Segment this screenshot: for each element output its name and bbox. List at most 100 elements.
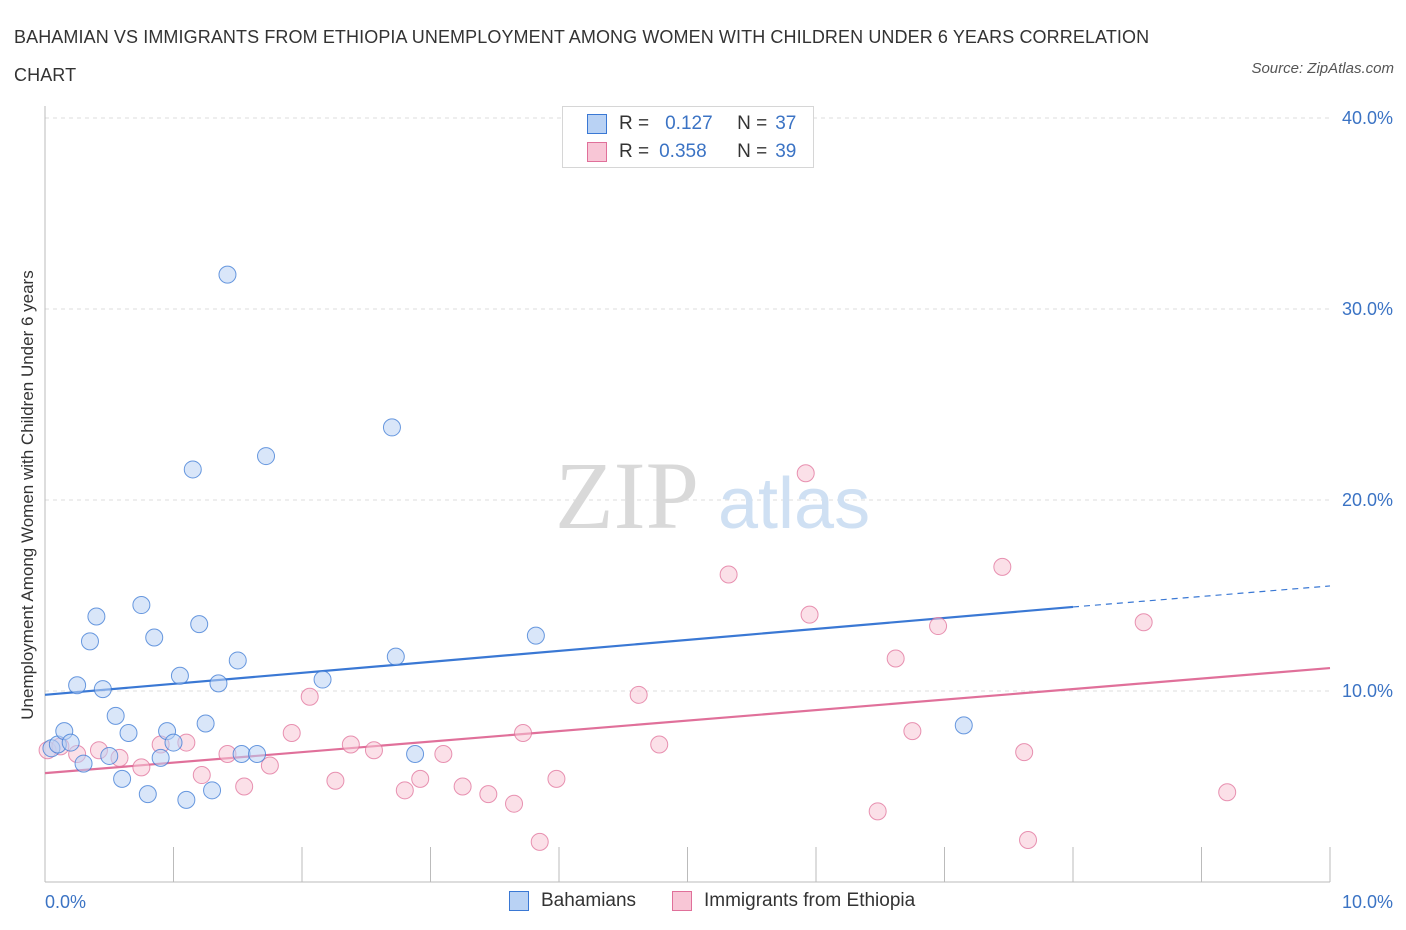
point-bahamians bbox=[164, 733, 183, 752]
point-ethiopia bbox=[903, 722, 922, 741]
point-bahamians bbox=[93, 680, 112, 699]
trend-layer bbox=[44, 585, 1331, 775]
point-ethiopia bbox=[192, 766, 211, 785]
series-legend: Bahamians Immigrants from Ethiopia bbox=[0, 890, 1406, 914]
point-ethiopia bbox=[1218, 783, 1237, 802]
watermark: ZIP atlas bbox=[555, 442, 870, 549]
point-ethiopia bbox=[650, 735, 669, 754]
point-ethiopia bbox=[479, 785, 498, 804]
source-label: Source: ZipAtlas.com bbox=[1251, 60, 1394, 77]
x-tick-label: 10.0% bbox=[1342, 892, 1393, 912]
y-tick-label: 10.0% bbox=[1342, 681, 1393, 701]
point-bahamians bbox=[151, 748, 170, 767]
point-ethiopia bbox=[411, 769, 430, 788]
legend-item-bahamians: Bahamians bbox=[509, 890, 636, 912]
point-bahamians bbox=[87, 607, 106, 626]
point-ethiopia bbox=[364, 741, 383, 760]
point-ethiopia bbox=[341, 735, 360, 754]
tick-label-layer: 10.0% 20.0% 30.0% 40.0% 0.0% 10.0% bbox=[45, 108, 1393, 912]
point-ethiopia bbox=[719, 565, 738, 584]
point-ethiopia bbox=[1019, 830, 1038, 849]
point-bahamians bbox=[954, 716, 973, 735]
legend-row-ethiopia: R = 0.358 N = 39 bbox=[587, 140, 796, 164]
point-bahamians bbox=[313, 670, 332, 689]
point-bahamians bbox=[61, 733, 80, 752]
legend-n-value: 37 bbox=[775, 113, 797, 134]
point-ethiopia bbox=[434, 745, 453, 764]
watermark-zip: ZIP bbox=[555, 442, 699, 549]
point-bahamians bbox=[145, 628, 164, 647]
legend-n-label: N = bbox=[737, 141, 768, 162]
legend-r-label: R = bbox=[619, 141, 650, 162]
point-bahamians bbox=[203, 781, 222, 800]
point-ethiopia bbox=[929, 617, 948, 636]
point-bahamians bbox=[80, 632, 99, 651]
point-ethiopia bbox=[132, 758, 151, 777]
legend-swatch-pink bbox=[587, 142, 607, 162]
point-ethiopia bbox=[629, 685, 648, 704]
point-ethiopia bbox=[326, 771, 345, 790]
point-ethiopia bbox=[868, 802, 887, 821]
point-ethiopia bbox=[260, 756, 279, 775]
point-ethiopia bbox=[800, 605, 819, 624]
point-bahamians bbox=[190, 615, 209, 634]
watermark-atlas: atlas bbox=[718, 464, 870, 544]
point-bahamians bbox=[68, 676, 87, 695]
legend-swatch-blue bbox=[587, 114, 607, 134]
point-ethiopia bbox=[282, 724, 301, 743]
legend-r-value: 0.127 bbox=[665, 113, 713, 134]
point-ethiopia bbox=[796, 464, 815, 483]
point-bahamians bbox=[132, 596, 151, 615]
point-ethiopia bbox=[530, 832, 549, 851]
point-bahamians bbox=[257, 447, 276, 466]
point-bahamians bbox=[232, 745, 251, 764]
legend-n-value: 39 bbox=[775, 141, 797, 162]
point-bahamians bbox=[382, 418, 401, 437]
legend-swatch-pink bbox=[672, 891, 692, 911]
points-layer bbox=[38, 265, 1237, 851]
point-ethiopia bbox=[453, 777, 472, 796]
y-tick-label: 30.0% bbox=[1342, 299, 1393, 319]
point-ethiopia bbox=[1015, 743, 1034, 762]
point-bahamians bbox=[138, 785, 157, 804]
legend-n-label: N = bbox=[737, 113, 768, 134]
legend-item-ethiopia: Immigrants from Ethiopia bbox=[672, 890, 915, 912]
point-bahamians bbox=[209, 674, 228, 693]
point-bahamians bbox=[196, 714, 215, 733]
stats-legend: R = 0.127 N = 37 R = 0.358 N = 39 bbox=[562, 106, 814, 168]
legend-r-label: R = bbox=[619, 113, 650, 134]
legend-label-bahamians: Bahamians bbox=[541, 890, 637, 911]
point-bahamians bbox=[119, 724, 138, 743]
point-bahamians bbox=[218, 265, 237, 284]
x-tick-label: 0.0% bbox=[45, 892, 86, 912]
y-tick-label: 20.0% bbox=[1342, 490, 1393, 510]
point-bahamians bbox=[113, 769, 132, 788]
point-ethiopia bbox=[514, 724, 533, 743]
grid-layer bbox=[45, 117, 1330, 692]
trendline-bahamians-extension bbox=[1072, 585, 1331, 608]
point-ethiopia bbox=[886, 649, 905, 668]
point-ethiopia bbox=[993, 557, 1012, 576]
point-ethiopia bbox=[235, 777, 254, 796]
legend-row-bahamians: R = 0.127 N = 37 bbox=[587, 112, 796, 136]
point-bahamians bbox=[100, 746, 119, 765]
legend-label-ethiopia: Immigrants from Ethiopia bbox=[704, 890, 916, 911]
point-bahamians bbox=[228, 651, 247, 670]
point-ethiopia bbox=[300, 687, 319, 706]
point-bahamians bbox=[74, 754, 93, 773]
y-tick-label: 40.0% bbox=[1342, 108, 1393, 128]
point-ethiopia bbox=[395, 781, 414, 800]
legend-r-value: 0.358 bbox=[659, 141, 707, 162]
point-bahamians bbox=[183, 460, 202, 479]
point-bahamians bbox=[106, 706, 125, 725]
point-ethiopia bbox=[547, 769, 566, 788]
point-bahamians bbox=[177, 790, 196, 809]
point-ethiopia bbox=[1134, 613, 1153, 632]
point-bahamians bbox=[386, 647, 405, 666]
chart-title: BAHAMIAN VS IMMIGRANTS FROM ETHIOPIA UNE… bbox=[14, 27, 1150, 85]
point-bahamians bbox=[526, 626, 545, 645]
point-bahamians bbox=[170, 666, 189, 685]
point-ethiopia bbox=[505, 794, 524, 813]
legend-swatch-blue bbox=[509, 891, 529, 911]
